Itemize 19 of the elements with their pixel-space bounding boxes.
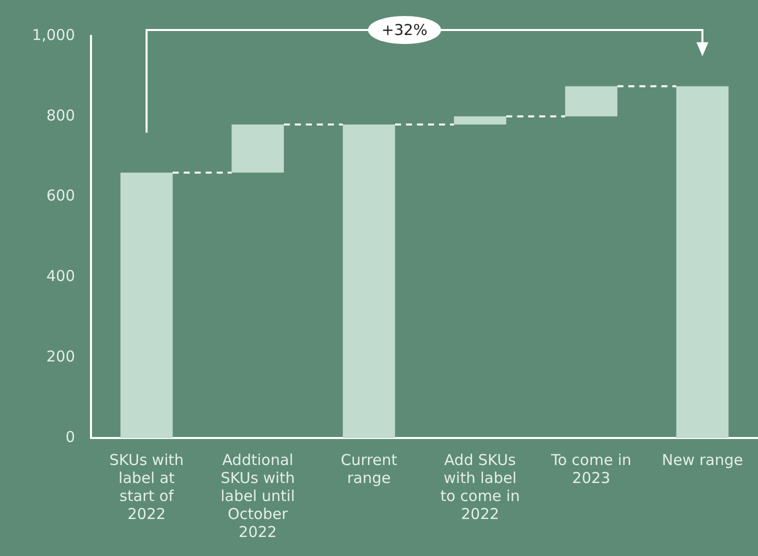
x-tick-label: SKUs with label at start of 2022 <box>109 450 184 523</box>
x-tick-label: New range <box>662 450 743 469</box>
x-tick-label: To come in 2023 <box>550 450 632 487</box>
x-tick-label: Current range <box>340 450 398 487</box>
bar <box>120 172 173 438</box>
bar <box>676 86 729 438</box>
y-tick-label: 1,000 <box>32 26 75 44</box>
bar <box>565 86 618 116</box>
y-tick-label: 600 <box>46 186 75 205</box>
bar <box>232 124 284 173</box>
bar <box>342 124 396 438</box>
x-tick-label: Add SKUs with label to come in 2022 <box>440 450 520 523</box>
bar <box>454 116 506 124</box>
y-tick-label: 0 <box>65 428 75 446</box>
annotation: +32% <box>368 16 442 44</box>
x-tick-label: Addtional SKUs with label until October 2022 <box>220 450 295 541</box>
y-tick-label: 800 <box>46 106 75 124</box>
y-tick-label: 200 <box>46 347 75 366</box>
y-tick-label: 400 <box>46 267 75 286</box>
